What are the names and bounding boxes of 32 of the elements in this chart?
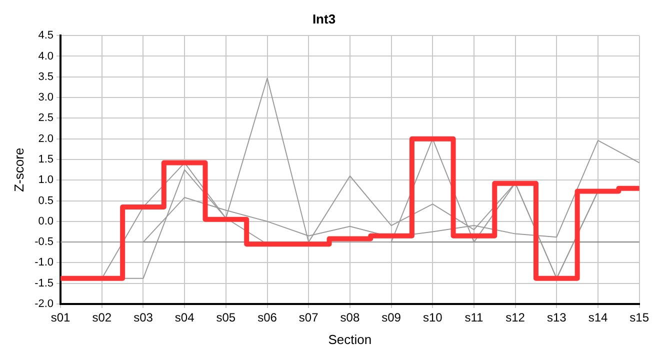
- x-tick-label: s08: [340, 310, 360, 325]
- y-tick-label: -2.0: [34, 298, 54, 310]
- x-tick-label: s14: [588, 310, 608, 325]
- y-tick-label: 3.5: [38, 70, 54, 83]
- y-axis-title: Z-score: [11, 148, 26, 192]
- y-tick-label: 4.0: [38, 50, 54, 62]
- y-tick-label: 2.0: [38, 132, 54, 145]
- x-tick-label: s11: [464, 310, 484, 325]
- x-axis-title: Section: [328, 332, 372, 347]
- y-tick-label: -0.5: [34, 236, 54, 248]
- chart-title: Int3: [312, 11, 336, 26]
- y-tick-label: 1.5: [38, 154, 54, 166]
- x-tick-label: s10: [422, 310, 443, 325]
- x-tick-label: s06: [258, 310, 278, 325]
- y-tick-label: 1.0: [38, 174, 54, 186]
- y-tick-label: -1.0: [34, 256, 54, 269]
- x-tick-label: s13: [546, 310, 567, 325]
- y-tick-label: 0.5: [38, 194, 54, 207]
- x-tick-label: s15: [630, 310, 650, 325]
- y-tick-label: 3.0: [38, 92, 54, 104]
- y-tick-label: 2.5: [38, 112, 54, 124]
- x-tick-label: s01: [50, 310, 71, 325]
- x-tick-label: s09: [382, 310, 402, 325]
- x-tick-label: s04: [174, 310, 195, 325]
- y-tick-label: 4.5: [38, 30, 54, 42]
- x-tick-label: s02: [92, 310, 112, 325]
- x-tick-label: s12: [506, 310, 526, 325]
- y-tick-label: 0.0: [38, 215, 54, 228]
- x-tick-label: s05: [216, 310, 236, 325]
- y-tick-label: -1.5: [34, 277, 54, 290]
- x-tick-label: s07: [298, 310, 319, 325]
- x-tick-label: s03: [134, 310, 154, 325]
